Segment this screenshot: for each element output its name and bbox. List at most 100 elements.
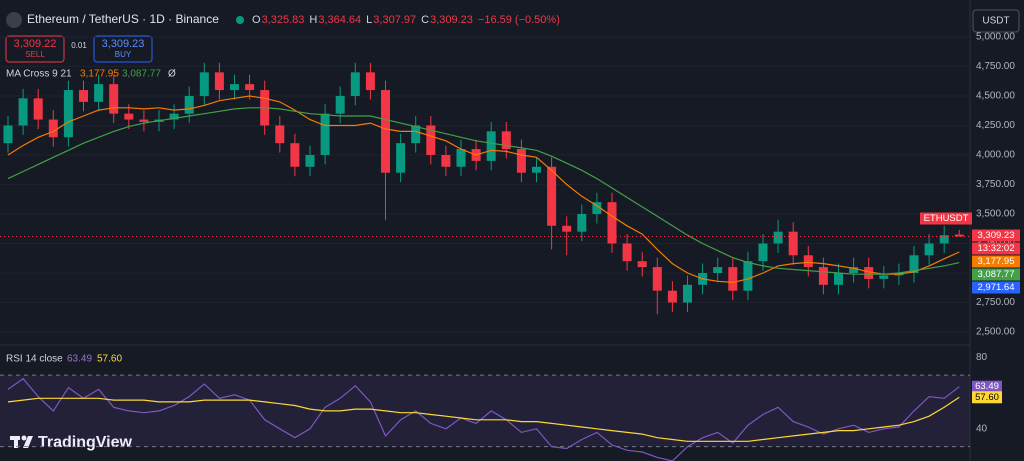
buy-button[interactable] [93,35,153,63]
price-tag-text: 3,177.95 [978,256,1015,267]
candle-body [426,125,436,155]
brand-logo [10,435,33,448]
candle-body [516,149,526,173]
candle-body [3,125,13,144]
candle-body [577,213,587,232]
rsi-band-fill [0,375,970,447]
candle-body [184,95,194,114]
price-tag [920,212,972,225]
value-tag-text: 63.49 [975,381,999,392]
candle-body [547,166,557,226]
price-tag [972,242,1020,255]
value-tag [972,380,1002,393]
ohlc-key: H [309,14,317,26]
buy-label[interactable]: BUY [115,50,132,59]
candle-body [622,243,632,262]
sell-price[interactable]: 3,309.22 [14,38,57,50]
y-tick-label: 4,500.00 [976,91,1015,102]
price-tag [972,268,1020,281]
candle-body [743,261,753,291]
candle-body [48,119,58,138]
change: −16.59 (−0.50%) [478,14,560,26]
y-tick-label: 4,000.00 [976,150,1015,161]
candle-body [63,90,73,138]
candle-body [124,113,134,120]
price-tag-text: 13:32:02 [978,243,1015,254]
ohlc-value: 3,364.64 [318,14,361,26]
candle-body [713,267,723,274]
rsi-line [7,377,960,461]
ohlc-key: C [421,14,429,26]
price-tag [972,229,1020,242]
ma-slow-value: 3,087.77 [122,69,161,80]
ma-line [7,107,960,275]
ma-line [7,95,960,284]
candle-body [320,113,330,155]
candle-body [637,261,647,268]
candle-body [169,113,179,120]
rsi-line [7,396,960,442]
currency[interactable]: USDT [982,16,1009,27]
candle-body [305,154,315,167]
value-tag-text: 57.60 [975,392,999,403]
candle-body [441,154,451,167]
y-tick-label: 3,500.00 [976,209,1015,220]
candle-body [245,84,255,91]
sell-button[interactable] [5,35,65,63]
ohlc-key: O [252,14,261,26]
candle-body [758,243,768,262]
candle-body [909,255,919,274]
spread: 0.01 [71,41,87,50]
rsi-ma-value: 57.60 [97,354,122,365]
candle-body [592,202,602,214]
candle-body [803,255,813,268]
candle-body [79,90,88,102]
ohlc-key: L [366,14,372,26]
buy-price[interactable]: 3,309.23 [102,38,145,50]
candle-body [139,119,149,122]
brand-name: TradingView [38,434,133,451]
candle-body [728,267,738,291]
candle-body [411,125,421,144]
candle-body [199,72,209,96]
candle-body [849,267,859,274]
candle-body [365,72,375,91]
price-tag-text: 3,309.23 [978,230,1015,241]
rsi-title: RSI 14 close [6,354,63,365]
candle-body [275,125,285,144]
symbol-title: Ethereum / TetherUS · 1D · Binance [27,12,219,26]
y-tick-label: 80 [976,352,988,363]
price-tag-text: 2,971.64 [978,282,1015,293]
y-tick-label: 4,250.00 [976,120,1015,131]
candle-body [864,267,874,279]
y-tick-label: 2,750.00 [976,297,1015,308]
candle-body [924,243,934,256]
candle-body [501,131,511,150]
candle-body [396,143,406,173]
indicator-name: MA Cross 9 21 [6,69,72,80]
price-tag [972,281,1020,294]
value-tag [972,391,1002,404]
candle-body [456,149,466,167]
candle-body [652,267,662,291]
currency-button[interactable] [972,9,1020,33]
rsi-value: 63.49 [67,354,92,365]
candle-body [667,290,677,303]
market-status [236,16,244,24]
symbol-icon [6,12,22,28]
candle-body [818,267,828,285]
sell-label[interactable]: SELL [25,50,45,59]
indicator-status: Ø [168,69,176,80]
candle-body [562,225,572,232]
ohlc-value: 3,309.23 [430,14,473,26]
ohlc-value: 3,307.97 [373,14,416,26]
candle-body [683,284,692,303]
ma-fast-value: 3,177.95 [80,69,119,80]
candle-body [350,72,360,96]
ohlc-value: 3,325.83 [262,14,305,26]
candle-body [214,72,224,91]
candle-body [109,84,119,114]
candle-body [33,98,43,120]
